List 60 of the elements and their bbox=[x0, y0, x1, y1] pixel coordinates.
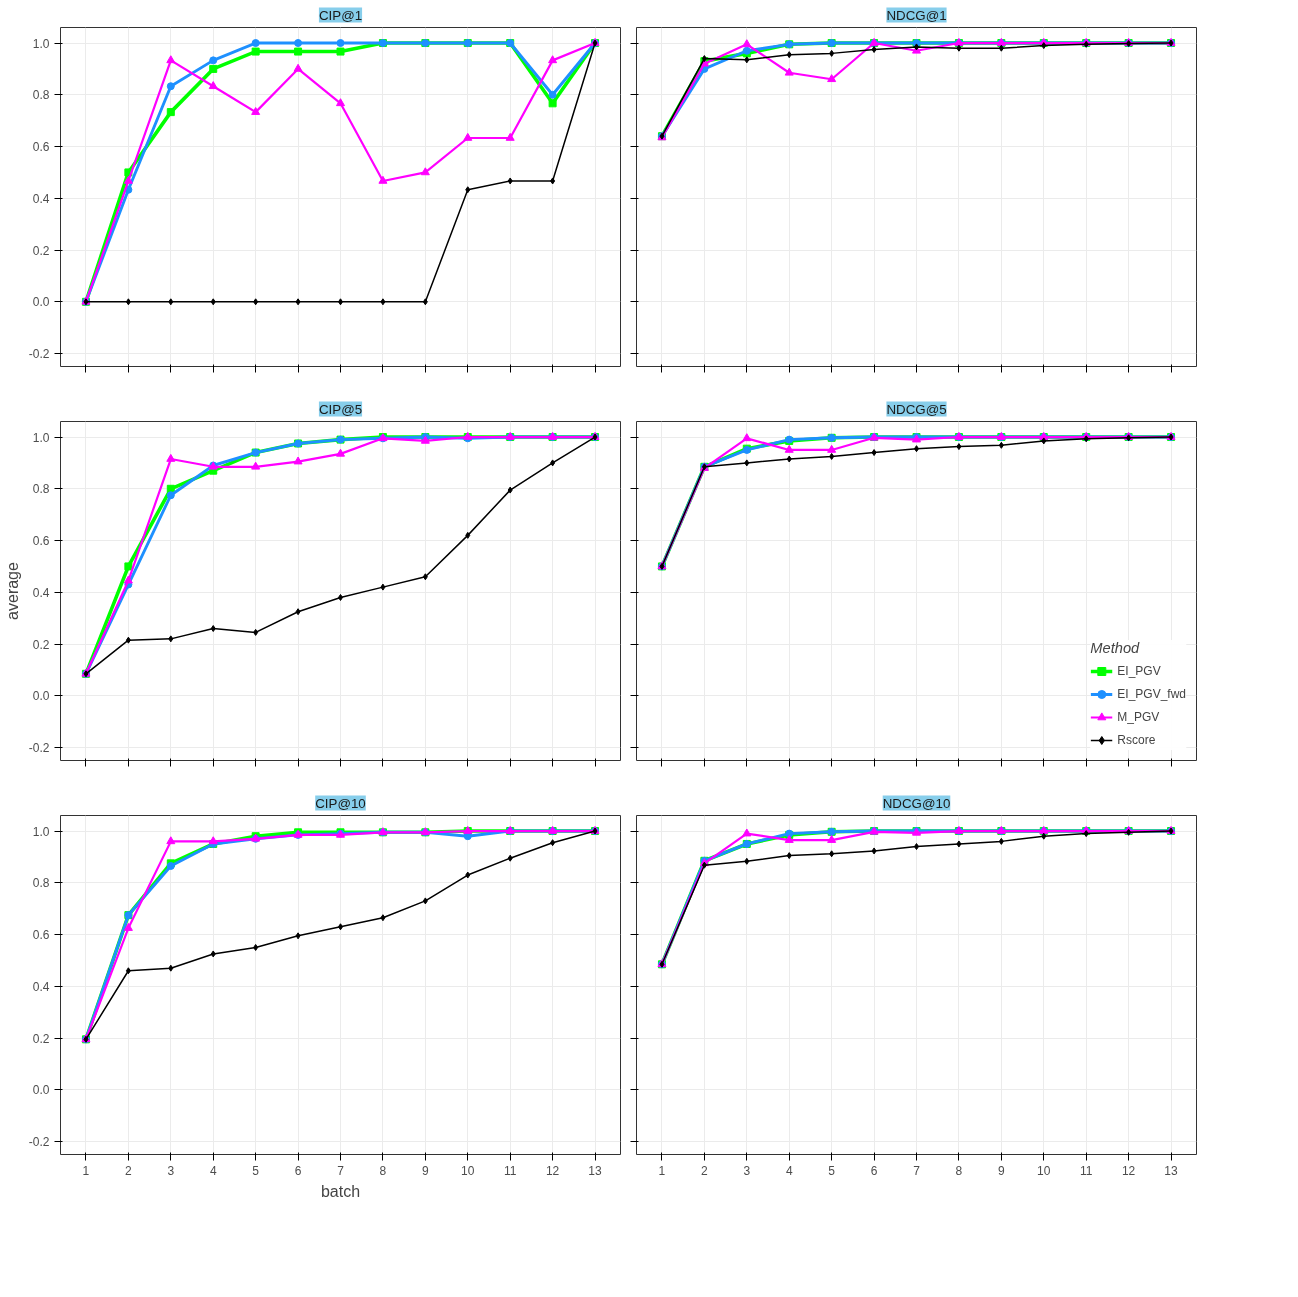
y-tick-label: 1.0 bbox=[32, 36, 50, 51]
y-tick-label: 0.0 bbox=[32, 295, 50, 310]
y-tick-label: 0.2 bbox=[32, 243, 50, 258]
x-tick-label: 8 bbox=[379, 1163, 387, 1178]
chart-title: CIP@1 bbox=[318, 7, 363, 23]
x-tick-label: 12 bbox=[1121, 1163, 1136, 1178]
y-tick-label: 0.2 bbox=[32, 1031, 50, 1046]
y-tick-label: 1.0 bbox=[32, 824, 50, 839]
y-tick-label: 1.0 bbox=[32, 430, 50, 445]
x-tick-label: 9 bbox=[998, 1163, 1006, 1178]
x-tick-label: 6 bbox=[294, 1163, 302, 1178]
y-tick-label: 0.6 bbox=[32, 928, 50, 943]
legend-title: Method bbox=[1090, 640, 1141, 656]
x-tick-label: 13 bbox=[588, 1163, 603, 1178]
y-tick-label: 0.8 bbox=[32, 88, 50, 103]
y-tick-label: 0.2 bbox=[32, 637, 50, 652]
x-tick-label: 2 bbox=[125, 1163, 133, 1178]
x-tick-label: 10 bbox=[1037, 1163, 1051, 1178]
chart-title: NDCG@5 bbox=[886, 401, 947, 417]
x-tick-label: 1 bbox=[82, 1163, 90, 1178]
legend-label: EI_PGV bbox=[1117, 664, 1161, 678]
y-tick-label: -0.2 bbox=[28, 741, 50, 756]
x-tick-label: 7 bbox=[913, 1163, 921, 1178]
y-tick-label: 0.4 bbox=[32, 191, 50, 206]
x-tick-label: 11 bbox=[503, 1163, 517, 1178]
y-tick-label: 0.4 bbox=[32, 979, 50, 994]
legend-label: EI_PGV_fwd bbox=[1117, 687, 1186, 701]
chart-title: NDCG@10 bbox=[882, 795, 951, 811]
y-tick-label: -0.2 bbox=[28, 1135, 50, 1150]
x-tick-label: 12 bbox=[545, 1163, 560, 1178]
x-tick-label: 9 bbox=[422, 1163, 430, 1178]
legend-label: Rscore bbox=[1117, 733, 1156, 747]
legend-label: M_PGV bbox=[1117, 710, 1160, 724]
chart-title: CIP@5 bbox=[318, 401, 363, 417]
x-axis-title: batch bbox=[320, 1182, 361, 1200]
x-tick-label: 1 bbox=[658, 1163, 666, 1178]
x-tick-label: 2 bbox=[701, 1163, 709, 1178]
chart-title: CIP@10 bbox=[315, 795, 366, 811]
x-tick-label: 5 bbox=[252, 1163, 260, 1178]
y-tick-label: 0.0 bbox=[32, 689, 50, 704]
y-tick-label: 0.0 bbox=[32, 1083, 50, 1098]
x-tick-label: 3 bbox=[167, 1163, 175, 1178]
y-tick-label: 0.6 bbox=[32, 140, 50, 155]
chart-title: NDCG@1 bbox=[886, 7, 947, 23]
x-tick-label: 10 bbox=[461, 1163, 475, 1178]
x-tick-label: 5 bbox=[828, 1163, 836, 1178]
y-axis-title: average bbox=[3, 561, 21, 620]
x-tick-label: 8 bbox=[955, 1163, 963, 1178]
y-tick-label: 0.6 bbox=[32, 534, 50, 549]
x-tick-label: 6 bbox=[870, 1163, 878, 1178]
y-tick-label: -0.2 bbox=[28, 347, 50, 362]
x-tick-label: 3 bbox=[743, 1163, 751, 1178]
x-tick-label: 13 bbox=[1164, 1163, 1179, 1178]
x-tick-label: 4 bbox=[785, 1163, 793, 1178]
y-tick-label: 0.8 bbox=[32, 876, 50, 891]
x-tick-label: 7 bbox=[337, 1163, 345, 1178]
y-tick-label: 0.8 bbox=[32, 482, 50, 497]
x-tick-label: 11 bbox=[1079, 1163, 1093, 1178]
y-tick-label: 0.4 bbox=[32, 585, 50, 600]
x-tick-label: 4 bbox=[209, 1163, 217, 1178]
